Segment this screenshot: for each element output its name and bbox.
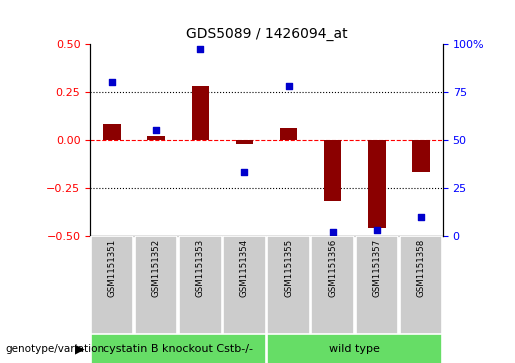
- Bar: [312, 236, 354, 334]
- Point: [108, 79, 116, 85]
- Bar: [267, 236, 310, 334]
- Bar: [91, 236, 133, 334]
- Bar: [135, 236, 178, 334]
- Text: cystatin B knockout Cstb-/-: cystatin B knockout Cstb-/-: [104, 344, 253, 354]
- Text: GSM1151355: GSM1151355: [284, 239, 293, 297]
- Text: genotype/variation: genotype/variation: [5, 344, 104, 354]
- Text: ▶: ▶: [75, 343, 85, 356]
- Bar: [324, 140, 341, 201]
- Text: GSM1151351: GSM1151351: [108, 239, 117, 297]
- Point: [152, 127, 160, 133]
- Bar: [412, 140, 430, 172]
- Bar: [104, 125, 121, 140]
- Point: [373, 227, 381, 233]
- Text: GSM1151358: GSM1151358: [416, 239, 425, 297]
- Bar: [400, 236, 442, 334]
- Bar: [179, 236, 221, 334]
- Bar: [147, 136, 165, 140]
- Point: [241, 170, 249, 175]
- Bar: [224, 236, 266, 334]
- Point: [196, 46, 204, 52]
- Point: [417, 214, 425, 220]
- Text: wild type: wild type: [329, 344, 380, 354]
- Point: [284, 83, 293, 89]
- Text: GSM1151356: GSM1151356: [328, 239, 337, 297]
- Bar: [355, 236, 398, 334]
- Title: GDS5089 / 1426094_at: GDS5089 / 1426094_at: [186, 27, 347, 41]
- Bar: [368, 140, 386, 228]
- Bar: [236, 140, 253, 144]
- Bar: [280, 128, 297, 140]
- Text: GSM1151357: GSM1151357: [372, 239, 381, 297]
- Point: [329, 229, 337, 235]
- Bar: [267, 334, 442, 363]
- Text: GSM1151352: GSM1151352: [152, 239, 161, 297]
- Bar: [91, 334, 266, 363]
- Text: GSM1151354: GSM1151354: [240, 239, 249, 297]
- Text: GSM1151353: GSM1151353: [196, 239, 205, 297]
- Bar: [192, 86, 209, 140]
